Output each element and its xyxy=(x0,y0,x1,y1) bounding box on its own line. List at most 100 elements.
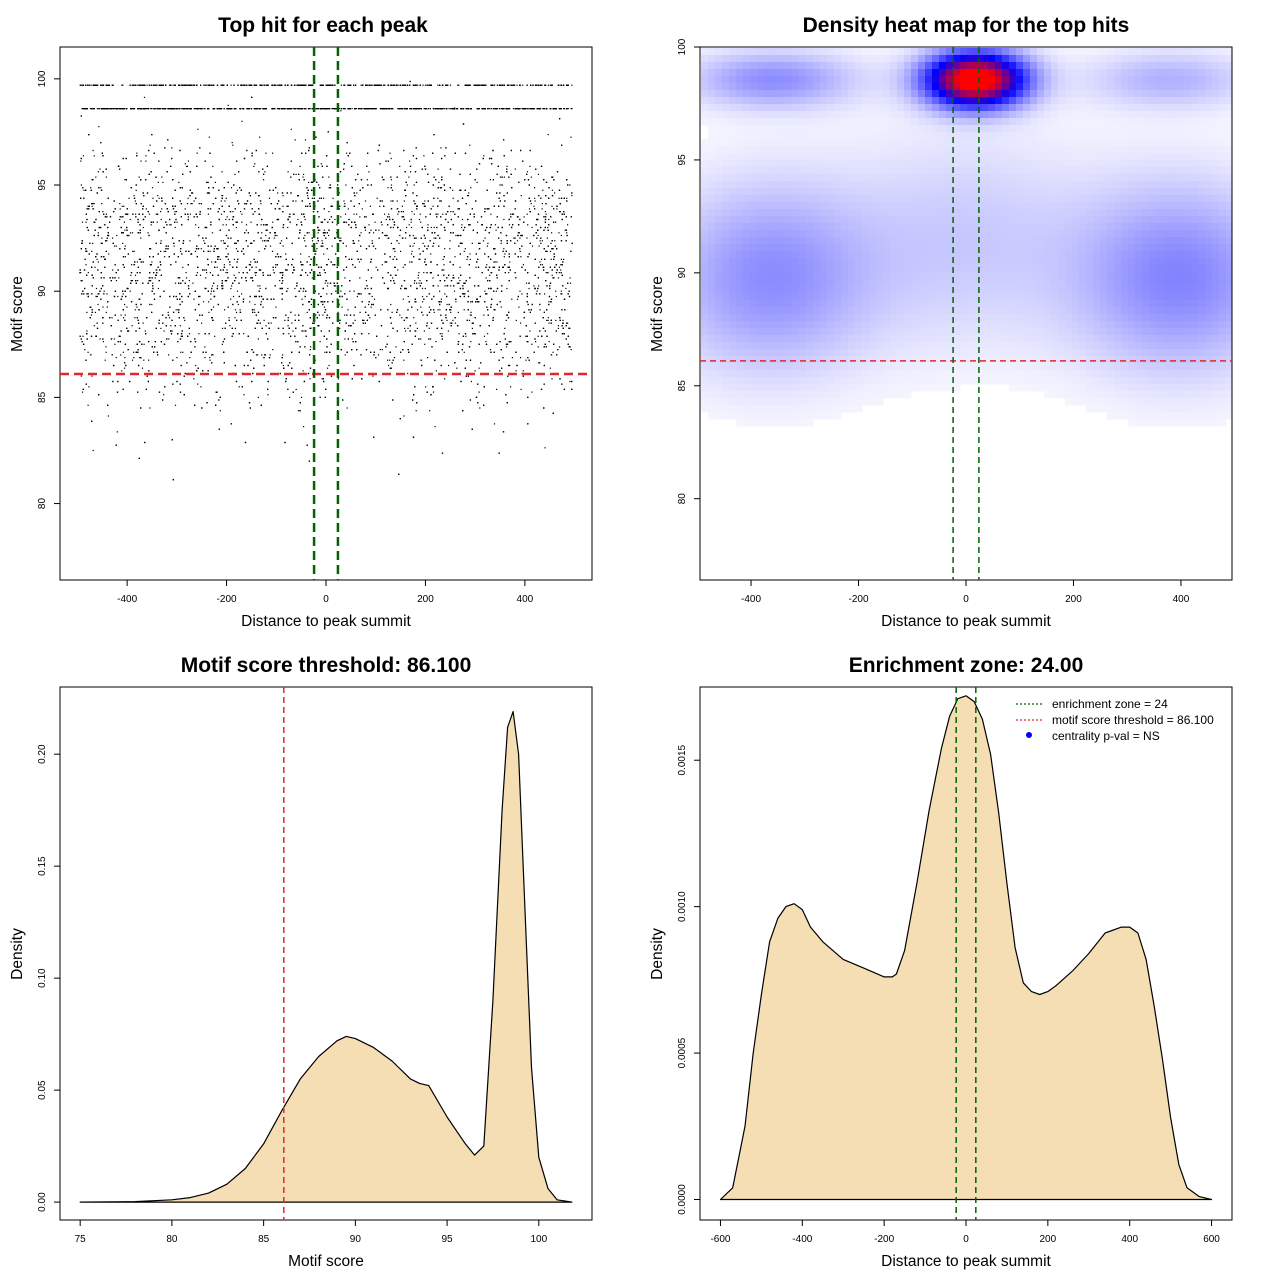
data-point xyxy=(539,261,541,263)
data-point xyxy=(419,280,421,282)
data-point xyxy=(86,330,88,332)
data-point xyxy=(519,237,521,239)
data-point xyxy=(285,253,287,255)
data-point xyxy=(269,245,272,247)
data-point xyxy=(180,250,182,252)
data-point xyxy=(212,84,214,86)
data-point xyxy=(116,234,118,237)
data-point xyxy=(337,378,339,380)
data-point xyxy=(554,192,556,194)
data-point xyxy=(398,242,400,244)
data-point xyxy=(440,147,442,149)
data-point xyxy=(275,264,277,266)
data-point xyxy=(172,84,174,86)
data-point xyxy=(320,295,322,298)
data-point xyxy=(432,277,434,279)
data-point xyxy=(307,195,309,197)
data-point xyxy=(358,108,360,110)
data-point xyxy=(134,317,136,319)
data-point xyxy=(133,250,135,252)
data-point xyxy=(525,335,527,337)
data-point xyxy=(216,266,218,268)
data-point xyxy=(433,237,435,239)
data-point xyxy=(353,290,355,292)
data-point xyxy=(273,84,275,86)
data-point xyxy=(134,309,136,311)
data-point xyxy=(204,346,206,348)
data-point xyxy=(101,242,103,244)
data-point xyxy=(163,394,165,396)
data-point xyxy=(174,404,177,406)
data-point xyxy=(422,301,424,303)
data-point xyxy=(234,327,236,329)
data-point xyxy=(483,335,486,337)
data-point xyxy=(170,325,172,327)
data-point xyxy=(95,176,97,178)
data-point xyxy=(292,213,294,215)
data-point xyxy=(560,258,562,260)
data-point xyxy=(101,84,103,86)
data-point xyxy=(485,277,487,279)
data-point xyxy=(456,367,458,369)
data-point xyxy=(310,346,312,348)
data-point xyxy=(115,357,117,359)
data-point xyxy=(458,277,460,279)
data-point xyxy=(255,274,257,276)
data-point xyxy=(542,108,544,110)
data-point xyxy=(510,386,512,388)
data-point xyxy=(560,293,562,295)
data-point xyxy=(201,322,203,324)
data-point xyxy=(537,234,539,237)
data-point xyxy=(426,295,428,298)
data-point xyxy=(208,301,210,303)
data-point xyxy=(402,266,404,268)
data-point xyxy=(424,287,426,290)
data-point xyxy=(555,295,557,298)
data-point xyxy=(423,155,425,157)
data-point xyxy=(92,203,94,205)
data-point xyxy=(270,322,272,324)
data-point xyxy=(410,221,412,223)
data-point xyxy=(300,253,302,255)
data-point xyxy=(151,261,153,263)
data-point xyxy=(537,108,539,110)
data-point xyxy=(435,341,437,343)
data-point xyxy=(544,108,546,110)
data-point xyxy=(322,314,324,316)
data-point xyxy=(356,108,358,110)
data-point xyxy=(360,232,362,234)
data-point xyxy=(395,346,397,348)
data-point xyxy=(390,242,392,244)
data-point xyxy=(95,287,98,290)
data-point xyxy=(516,298,519,300)
data-point xyxy=(180,351,182,353)
data-point xyxy=(318,184,320,186)
data-point xyxy=(129,290,131,292)
data-point xyxy=(401,317,403,319)
data-point xyxy=(198,108,200,110)
data-point xyxy=(92,449,94,452)
data-point xyxy=(508,272,510,274)
data-point xyxy=(119,203,121,205)
data-point xyxy=(119,335,121,337)
data-point xyxy=(432,205,434,207)
data-point xyxy=(135,189,137,191)
data-point xyxy=(223,264,225,266)
data-point xyxy=(255,272,258,274)
data-point xyxy=(267,394,269,396)
data-point xyxy=(163,250,165,252)
data-point xyxy=(308,232,310,234)
data-point xyxy=(287,171,289,173)
data-point xyxy=(273,237,275,239)
data-point xyxy=(547,226,549,229)
data-point xyxy=(225,197,227,199)
data-point xyxy=(343,200,345,202)
data-point xyxy=(461,224,463,226)
data-point xyxy=(552,277,554,279)
data-point xyxy=(387,187,389,189)
data-point xyxy=(449,240,451,242)
data-point xyxy=(358,240,360,242)
data-point xyxy=(174,226,176,229)
data-point xyxy=(133,195,135,197)
data-point xyxy=(138,108,140,110)
